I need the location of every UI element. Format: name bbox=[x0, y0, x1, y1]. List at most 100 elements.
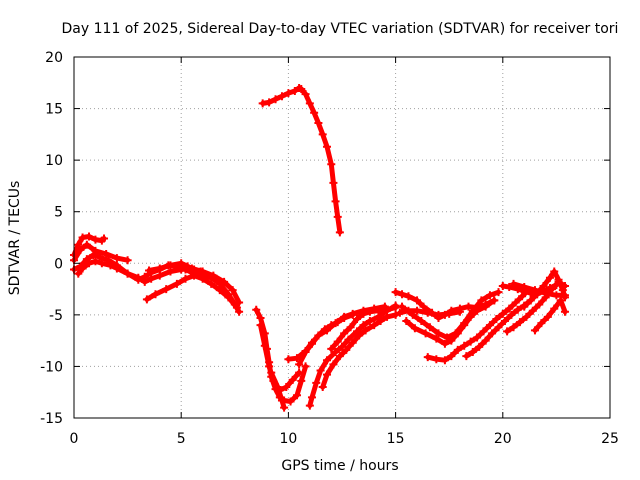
data-point bbox=[481, 302, 490, 311]
series-track-e bbox=[142, 271, 241, 312]
data-point bbox=[112, 264, 121, 273]
data-point bbox=[331, 197, 340, 206]
data-point bbox=[166, 261, 175, 270]
data-point bbox=[322, 142, 331, 151]
y-tick-label: 0 bbox=[54, 256, 63, 272]
data-point bbox=[331, 347, 340, 356]
data-point bbox=[91, 235, 100, 244]
data-point bbox=[102, 250, 111, 259]
data-point bbox=[297, 84, 306, 93]
series-track-n bbox=[327, 303, 400, 353]
data-point bbox=[545, 273, 554, 282]
series-track-d bbox=[74, 257, 244, 307]
data-point bbox=[520, 283, 529, 292]
data-point bbox=[338, 342, 346, 351]
data-point bbox=[500, 317, 509, 326]
data-point bbox=[543, 312, 552, 321]
data-point bbox=[312, 378, 321, 387]
data-point bbox=[370, 321, 379, 330]
series-trace bbox=[425, 287, 531, 363]
data-point bbox=[466, 312, 475, 321]
data-point bbox=[235, 307, 244, 316]
plot-frame bbox=[73, 56, 611, 419]
data-point bbox=[505, 304, 514, 313]
data-point bbox=[391, 310, 400, 319]
x-tick-label: 20 bbox=[494, 431, 512, 447]
data-point bbox=[322, 326, 331, 335]
data-point bbox=[432, 334, 441, 343]
data-point bbox=[353, 314, 362, 323]
data-point bbox=[453, 345, 462, 354]
x-tick-label: 15 bbox=[387, 431, 405, 447]
x-axis-label: GPS time / hours bbox=[281, 458, 398, 474]
data-point bbox=[488, 329, 497, 338]
data-point bbox=[537, 319, 546, 328]
data-point bbox=[295, 360, 304, 369]
series-track-b bbox=[70, 240, 132, 265]
series-track-f bbox=[145, 259, 205, 276]
data-point bbox=[134, 273, 143, 282]
data-point bbox=[183, 262, 192, 271]
data-point bbox=[417, 317, 426, 326]
data-point bbox=[190, 265, 199, 274]
data-point bbox=[151, 290, 160, 299]
data-point bbox=[402, 317, 411, 326]
x-tick-label: 10 bbox=[279, 431, 297, 447]
data-point bbox=[423, 353, 432, 362]
data-point bbox=[155, 271, 164, 280]
data-point bbox=[181, 274, 190, 283]
data-point bbox=[273, 383, 282, 392]
data-point bbox=[82, 240, 91, 249]
data-point bbox=[260, 341, 269, 350]
data-point bbox=[112, 254, 121, 263]
data-point bbox=[316, 366, 325, 375]
data-point bbox=[95, 253, 104, 262]
data-point bbox=[355, 331, 364, 340]
data-point bbox=[522, 312, 531, 321]
data-point bbox=[74, 240, 83, 249]
data-point bbox=[331, 319, 340, 328]
data-point bbox=[322, 356, 331, 365]
data-point bbox=[485, 291, 494, 300]
data-point bbox=[305, 99, 314, 108]
data-point bbox=[290, 87, 299, 96]
data-point bbox=[408, 310, 417, 319]
data-point bbox=[473, 333, 482, 342]
data-point bbox=[348, 338, 357, 347]
data-point bbox=[147, 274, 156, 283]
data-point bbox=[198, 274, 207, 283]
data-point bbox=[282, 383, 291, 392]
data-point bbox=[539, 281, 548, 290]
series-trace bbox=[328, 305, 399, 352]
data-point bbox=[301, 347, 310, 356]
data-point bbox=[335, 352, 344, 361]
data-point bbox=[475, 342, 484, 351]
series-track-z bbox=[530, 296, 569, 335]
data-point bbox=[383, 305, 392, 314]
data-point bbox=[468, 347, 477, 356]
data-point bbox=[307, 339, 316, 348]
data-point bbox=[74, 269, 83, 278]
data-point bbox=[307, 393, 316, 402]
series-track-l bbox=[305, 301, 400, 410]
data-point bbox=[425, 323, 434, 332]
series-track-m bbox=[318, 310, 400, 392]
data-point bbox=[460, 341, 469, 350]
data-point bbox=[398, 302, 407, 311]
data-point bbox=[481, 336, 490, 345]
data-point bbox=[359, 321, 368, 330]
data-point bbox=[142, 295, 151, 304]
data-point bbox=[520, 302, 529, 311]
data-point bbox=[453, 329, 462, 338]
series-track-y bbox=[509, 279, 569, 300]
data-point bbox=[494, 288, 503, 297]
data-point bbox=[462, 352, 471, 361]
data-point bbox=[85, 259, 94, 268]
x-tick-label: 25 bbox=[601, 431, 619, 447]
data-point bbox=[265, 362, 274, 371]
data-point bbox=[391, 303, 400, 312]
series-track-o bbox=[258, 83, 344, 237]
data-point bbox=[258, 99, 267, 108]
data-point bbox=[440, 339, 449, 348]
data-point bbox=[554, 275, 563, 284]
